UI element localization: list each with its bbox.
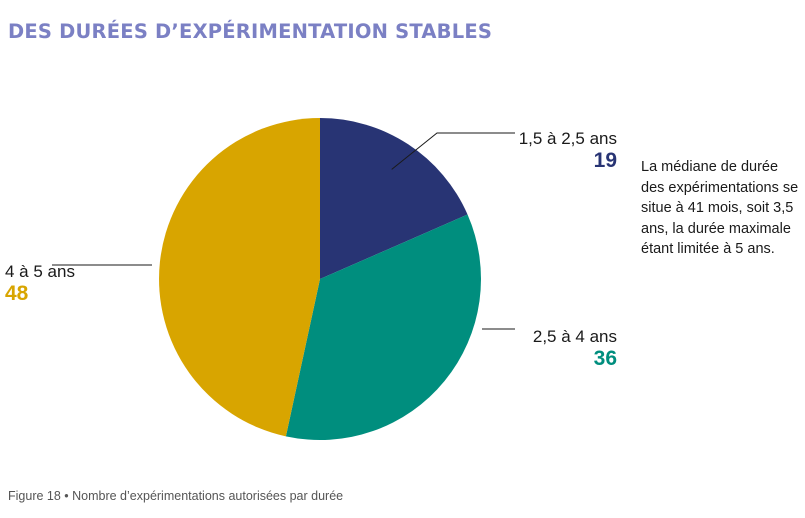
pie-slice-1 xyxy=(320,118,468,279)
slice-category-label: 1,5 à 2,5 ans xyxy=(518,129,617,148)
pie-slice-2 xyxy=(285,214,481,440)
chart-title: DES DURÉES D’EXPÉRIMENTATION STABLES xyxy=(8,20,493,43)
slice-value-label: 19 xyxy=(593,148,617,172)
slice-label-4-a-5-ans: 4 à 5 ans 48 xyxy=(5,262,75,306)
slice-category-label: 2,5 à 4 ans xyxy=(532,327,617,346)
slice-category-label: 4 à 5 ans xyxy=(5,262,75,281)
slice-label-1-5-a-2-5-ans: 1,5 à 2,5 ans 19 xyxy=(519,129,617,173)
leader-line-1 xyxy=(391,132,515,170)
pie-slice-3 xyxy=(159,118,320,437)
figure-caption: Figure 18 • Nombre d’expérimentations au… xyxy=(8,489,344,503)
median-note: La médiane de durée des expérimentations… xyxy=(641,159,799,258)
slice-value-label: 48 xyxy=(5,281,29,305)
slice-value-label: 36 xyxy=(593,346,617,370)
slice-label-2-5-a-4-ans: 2,5 à 4 ans 36 xyxy=(533,327,617,371)
